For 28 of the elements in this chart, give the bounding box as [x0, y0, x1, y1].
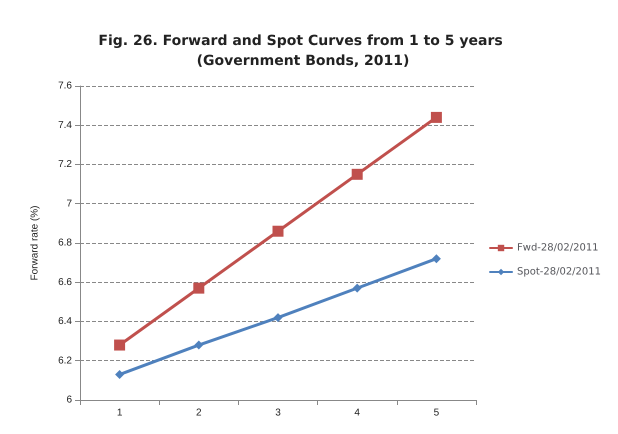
chart-title: Fig. 26. Forward and Spot Curves from 1 to 5 years (Government Bonds, 2011): [98, 33, 508, 69]
y-tick-label: 6.4: [58, 316, 72, 327]
point: [352, 284, 362, 293]
y-tick-label: 6.8: [58, 238, 72, 248]
point: [193, 282, 204, 294]
y-tick-label: 6.6: [58, 276, 72, 288]
point: [272, 226, 284, 237]
y-axis-title: Forward rate (%): [30, 205, 40, 281]
y-tick-label: 6: [66, 394, 72, 406]
point: [352, 168, 363, 180]
y-tick-label: 6.2: [58, 355, 72, 366]
y-tick-label: 7.6: [58, 80, 72, 92]
point: [115, 370, 124, 379]
y-tick-label: 7: [66, 198, 72, 210]
x-tick-label: 1: [116, 408, 123, 418]
point: [274, 313, 282, 322]
x-tick-label: 3: [275, 408, 282, 418]
legend-label: Fwd-28/02/2011: [517, 242, 599, 254]
x-tick-label: 5: [434, 408, 440, 418]
point: [194, 340, 204, 350]
y-tick-label: 7.2: [58, 159, 72, 170]
point: [430, 112, 442, 123]
y-tick-label: 7.4: [58, 120, 72, 131]
point: [114, 340, 126, 351]
legend-label: Spot-28/02/2011: [517, 266, 602, 278]
x-tick-label: 4: [354, 408, 360, 418]
point: [432, 254, 441, 264]
x-tick-label: 2: [196, 408, 202, 418]
